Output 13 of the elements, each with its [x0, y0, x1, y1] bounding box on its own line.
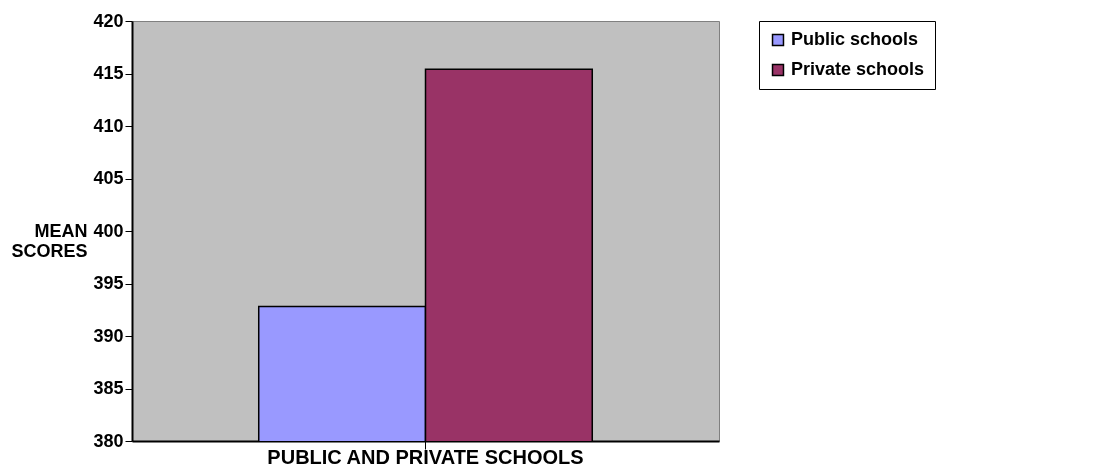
x-tick-label: PUBLIC AND PRIVATE SCHOOLS	[267, 445, 584, 468]
y-tick-label: 380	[93, 430, 124, 451]
legend-label: Private schools	[791, 59, 925, 79]
legend-label: Public schools	[791, 29, 919, 49]
y-tick-label: 415	[93, 63, 124, 83]
y-tick-label: 400	[93, 220, 124, 241]
y-axis-title: MEAN SCORES	[11, 220, 88, 261]
y-tick-label: 405	[93, 168, 124, 188]
y-tick-label: 395	[93, 273, 124, 293]
y-tick-label: 420	[93, 10, 124, 31]
y-tick-label: 410	[93, 115, 124, 136]
y-tick-label: 385	[93, 378, 124, 398]
y-tick-label: 390	[93, 325, 124, 346]
